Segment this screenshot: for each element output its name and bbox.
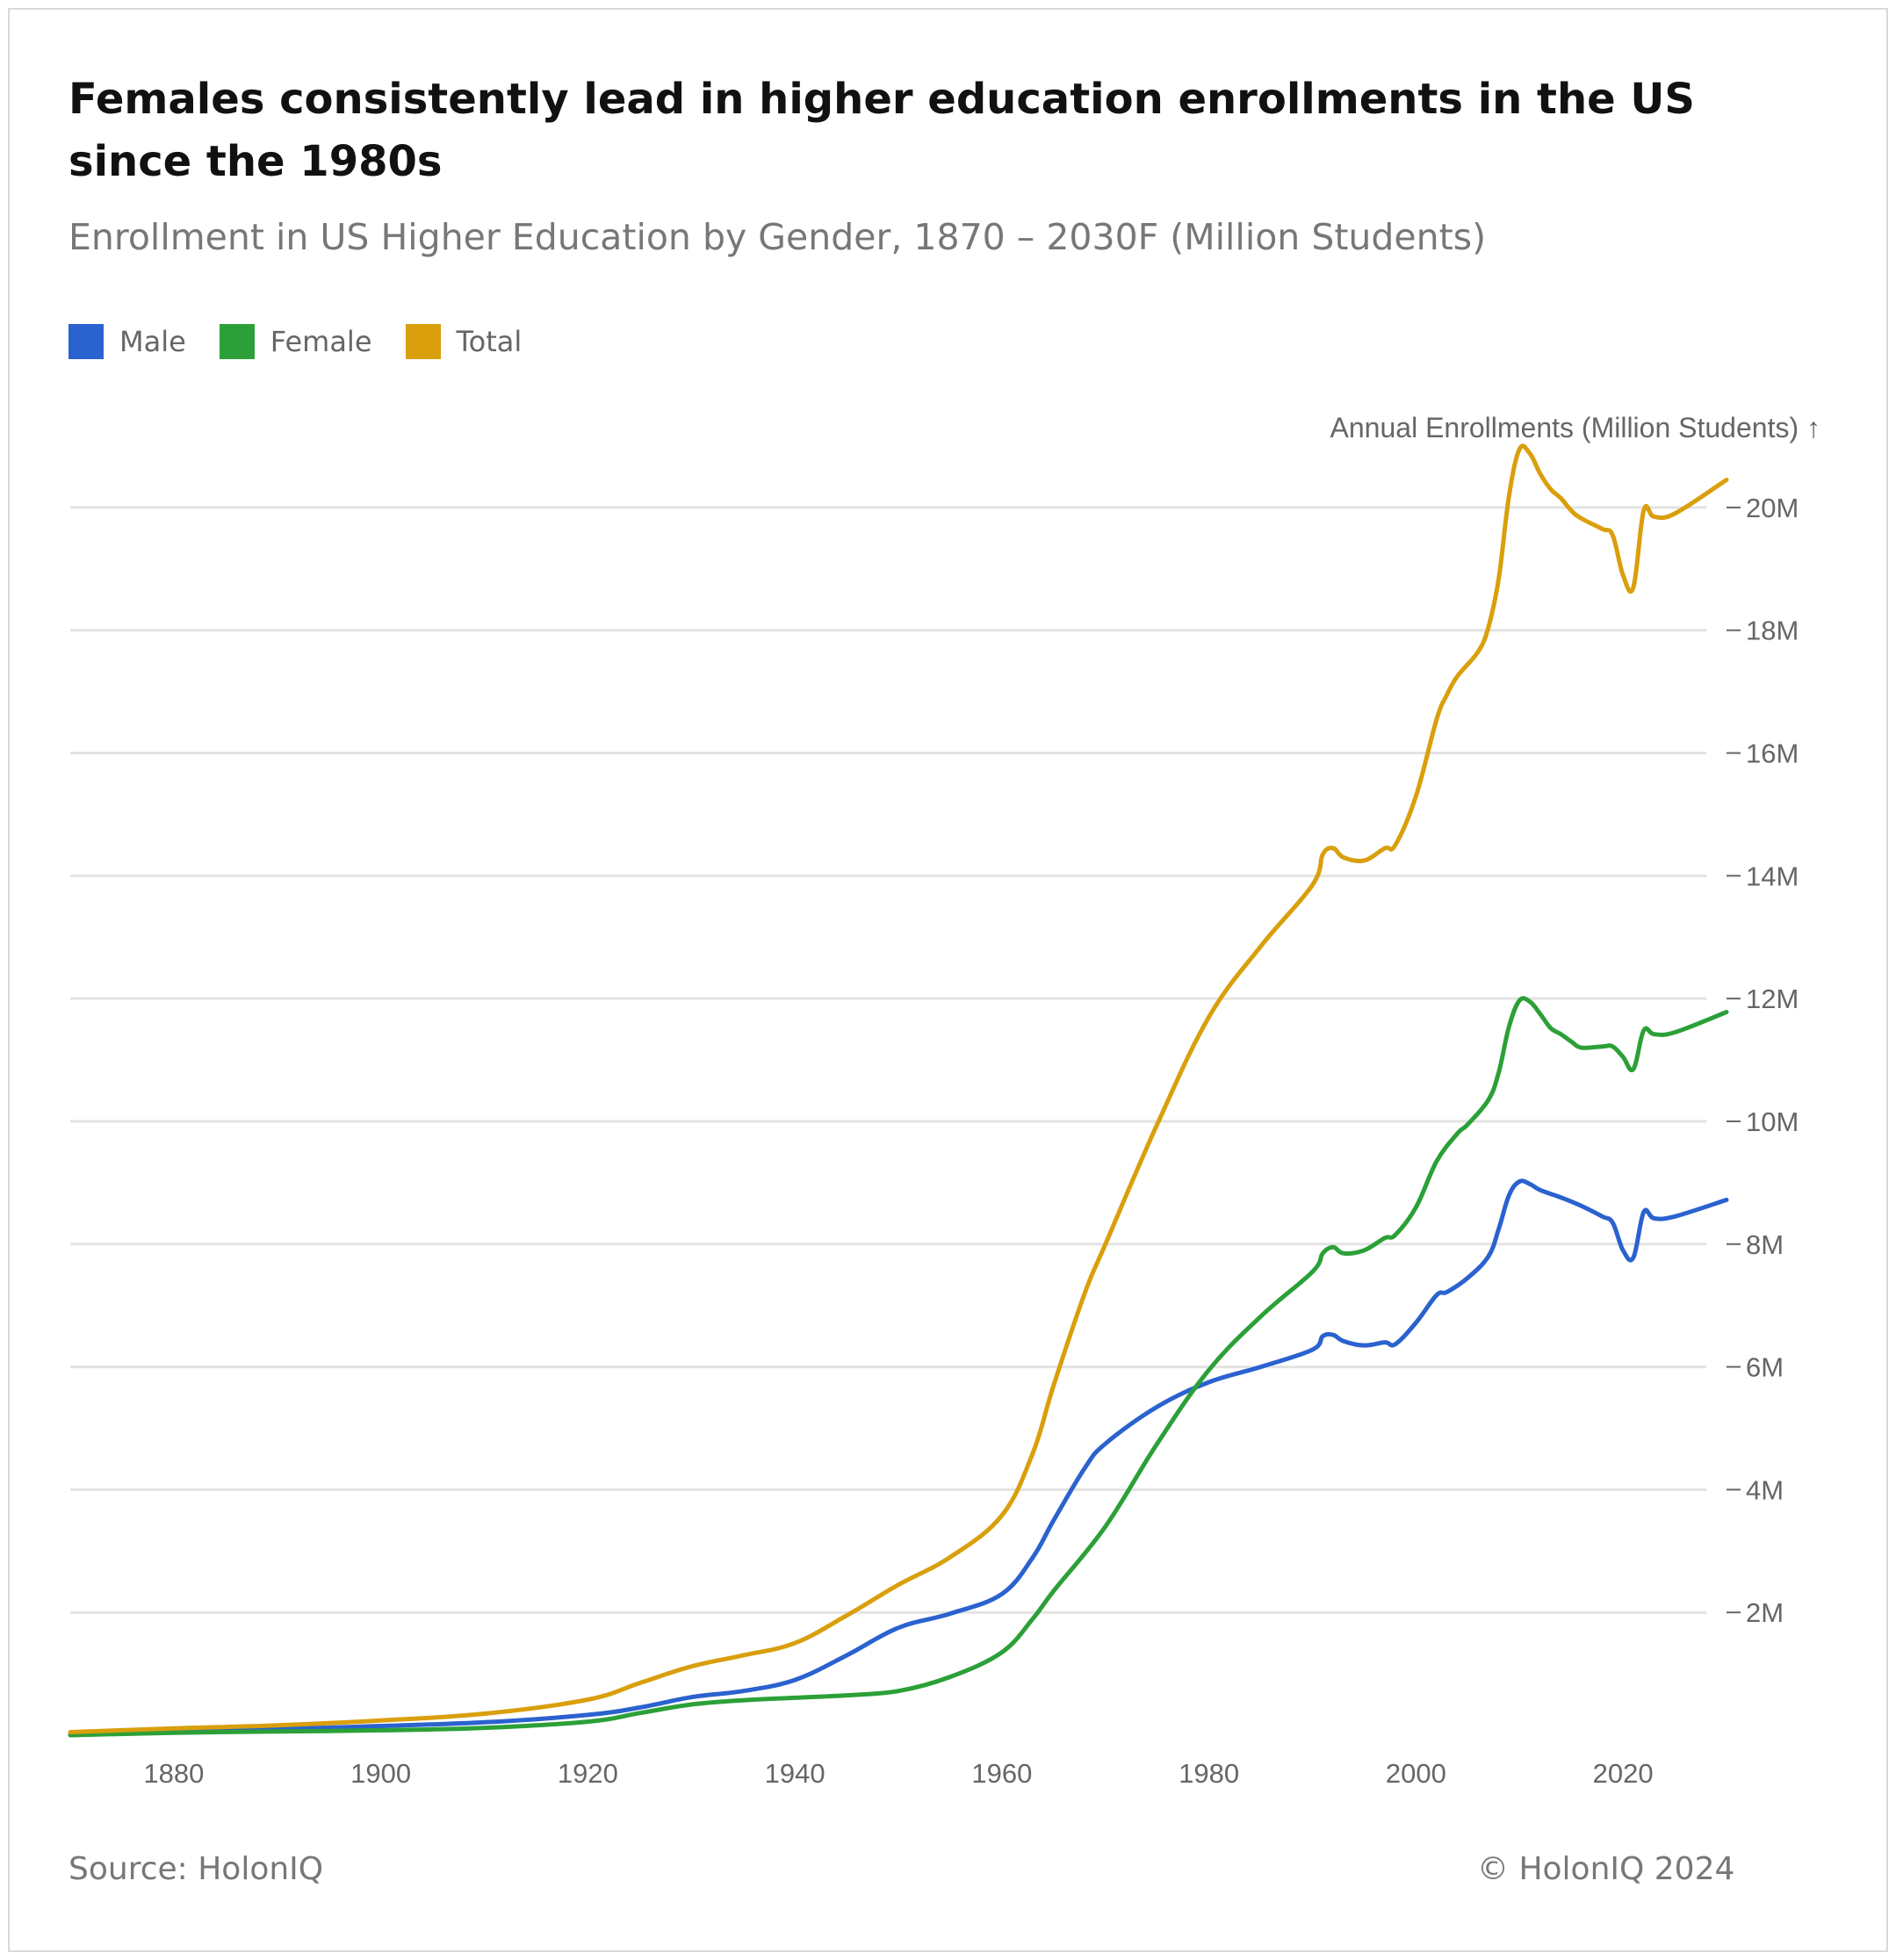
chart-card: [8, 8, 1888, 1952]
legend-item-female[interactable]: Female: [219, 324, 372, 359]
y-tick-label: 8M: [1746, 1229, 1784, 1260]
y-axis-title: Annual Enrollments (Million Students) ↑: [1330, 412, 1820, 443]
y-tick-label: 20M: [1746, 493, 1799, 523]
y-tick-label: 14M: [1746, 861, 1799, 891]
y-tick-label: 4M: [1746, 1474, 1784, 1505]
series-line-male[interactable]: [68, 1178, 1729, 1737]
y-tick-label: 6M: [1746, 1352, 1784, 1383]
y-tick-label: 10M: [1746, 1106, 1799, 1137]
x-tick-label: 1980: [1179, 1758, 1239, 1789]
x-tick-label: 2020: [1593, 1758, 1654, 1789]
copyright-note: © HolonIQ 2024: [1477, 1851, 1735, 1887]
legend-label-total: Total: [456, 325, 523, 358]
x-tick-label: 1960: [971, 1758, 1032, 1789]
y-tick-label: 2M: [1746, 1597, 1784, 1628]
legend-item-male[interactable]: Male: [68, 324, 186, 359]
legend-swatch-female: [219, 324, 255, 359]
legend-label-male: Male: [119, 325, 186, 358]
x-axis: 1880 1900 1920 1940 1960 1980 2000 2020: [143, 1758, 1653, 1789]
legend-label-female: Female: [270, 325, 372, 358]
y-tick-label: 12M: [1746, 984, 1799, 1014]
x-tick-label: 2000: [1386, 1758, 1446, 1789]
x-tick-label: 1940: [765, 1758, 825, 1789]
legend-swatch-male: [68, 324, 104, 359]
series-line-female[interactable]: [68, 996, 1729, 1738]
y-axis: 2M 4M 6M 8M 10M 12M 14M 16M 18M 20M: [1727, 493, 1799, 1628]
y-tick-label: 18M: [1746, 616, 1799, 646]
gridlines: [70, 506, 1706, 1614]
legend-swatch-total: [405, 324, 441, 359]
x-tick-label: 1920: [558, 1758, 618, 1789]
y-tick-label: 16M: [1746, 739, 1799, 769]
x-tick-label: 1900: [350, 1758, 411, 1789]
x-tick-label: 1880: [143, 1758, 204, 1789]
series-lines: [68, 443, 1729, 1738]
legend: Male Female Total: [68, 323, 555, 360]
chart-subtitle: Enrollment in US Higher Education by Gen…: [68, 216, 1487, 258]
chart-title: Females consistently lead in higher educ…: [68, 75, 1695, 186]
series-line-total[interactable]: [68, 443, 1729, 1734]
legend-item-total[interactable]: Total: [405, 324, 523, 359]
source-note: Source: HolonIQ: [68, 1851, 324, 1887]
